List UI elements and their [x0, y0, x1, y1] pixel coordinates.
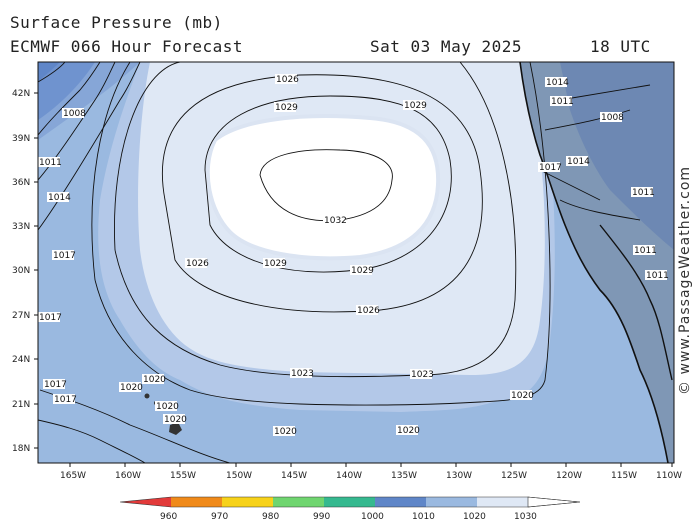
isobar-1020: [91, 62, 551, 406]
colorbar-seg-1020: [426, 497, 477, 507]
contour-label-1011-land-b: 1011: [632, 188, 655, 198]
lon-label-160w: 160W: [115, 471, 141, 481]
isobar-1017: [38, 62, 141, 231]
lat-label-39n: 39N: [12, 134, 30, 144]
isobar-1032: [259, 149, 393, 222]
isobars: [38, 62, 651, 463]
colorbar-tick-1000: 1000: [361, 512, 384, 522]
contour-label-1017-b: 1017: [54, 395, 77, 405]
contour-label-1014: 1014: [48, 193, 71, 203]
contour-label-1020-a: 1020: [143, 375, 166, 385]
colorbar-tick-1030: 1030: [514, 512, 537, 522]
contour-label-1029-right: 1029: [404, 101, 427, 111]
lat-label-18n: 18N: [12, 444, 30, 454]
colorbar-seg-980: [222, 497, 273, 507]
colorbar-seg-1030: [477, 497, 528, 507]
watermark-passageweather: © www.PassageWeather.com: [677, 165, 693, 395]
pressure-fill-1005: [38, 62, 60, 82]
contour-label-1032: 1032: [324, 216, 347, 226]
colorbar-seg-1000: [324, 497, 375, 507]
lat-label-24n: 24N: [12, 355, 30, 365]
lon-label-145w: 145W: [281, 471, 307, 481]
lat-label-30n: 30N: [12, 266, 30, 276]
land-high-terrain: [560, 62, 674, 250]
contour-label-1017-d: 1017: [53, 251, 76, 261]
colorbar-tick-1020: 1020: [463, 512, 486, 522]
pressure-fill-1008: [38, 62, 95, 120]
contour-label-1026-bottom: 1026: [357, 306, 380, 316]
colorbar-seg-990: [273, 497, 324, 507]
colorbar-tick-990: 990: [313, 512, 330, 522]
lon-label-150w: 150W: [226, 471, 252, 481]
map-title: Surface Pressure (mb): [10, 13, 223, 32]
forecast-time: 18 UTC: [590, 37, 651, 56]
contour-label-1020-c: 1020: [156, 402, 179, 412]
contour-label-1023-left: 1023: [291, 369, 314, 379]
lon-label-125w: 125W: [501, 471, 527, 481]
coastline: [519, 62, 669, 463]
colorbar: 960 970 980 990 1000 1010 1020 1030: [119, 496, 581, 522]
contour-label-1017-a: 1017: [44, 380, 67, 390]
contour-label-1020-d: 1020: [164, 415, 187, 425]
lon-label-120w: 120W: [556, 471, 582, 481]
contour-label-1029-top: 1029: [275, 103, 298, 113]
isobar-1017-south: [38, 419, 146, 463]
isobar-1029: [204, 95, 452, 273]
isobar-1008: [38, 62, 66, 83]
longitude-axis: 165W 160W 155W 150W 145W 140W 135W 130W …: [60, 463, 682, 481]
contour-label-1011-land-c: 1011: [634, 246, 657, 256]
map-frame: [37, 61, 675, 464]
lon-label-140w: 140W: [336, 471, 362, 481]
contour-label-1017-c: 1017: [39, 313, 62, 323]
lat-label-21n: 21N: [12, 400, 30, 410]
contour-label-1026-left: 1026: [186, 259, 209, 269]
contour-label-1020-g: 1020: [511, 391, 534, 401]
contour-label-1008-land: 1008: [601, 113, 624, 123]
isobar-1026: [161, 74, 483, 313]
colorbar-tick-1010: 1010: [412, 512, 435, 522]
contour-label-1029-left: 1029: [264, 259, 287, 269]
lat-label-42n: 42N: [12, 89, 30, 99]
contour-label-1014-land-b: 1014: [567, 157, 590, 167]
colorbar-seg-max: [527, 496, 581, 508]
contour-label-1011: 1011: [39, 158, 62, 168]
contour-label-1020-f: 1020: [397, 426, 420, 436]
lon-label-115w: 115W: [611, 471, 637, 481]
colorbar-tick-960: 960: [160, 512, 177, 522]
high-edge: [205, 114, 441, 261]
lon-label-155w: 155W: [170, 471, 196, 481]
contour-label-1020-b: 1020: [120, 383, 143, 393]
contour-label-1029-bottom: 1029: [351, 266, 374, 276]
pressure-fill-high-core: [207, 116, 439, 259]
contour-label-1017-land: 1017: [539, 163, 562, 173]
lon-label-165w: 165W: [60, 471, 86, 481]
lon-label-135w: 135W: [391, 471, 417, 481]
forecast-date: Sat 03 May 2025: [370, 37, 522, 56]
contour-label-1008: 1008: [63, 109, 86, 119]
lat-label-27n: 27N: [12, 311, 30, 321]
colorbar-seg-960: [120, 497, 171, 507]
model-forecast-label: ECMWF 066 Hour Forecast: [10, 37, 244, 56]
contour-label-1011-land-d: 1011: [646, 271, 669, 281]
contour-label-1023-right: 1023: [411, 370, 434, 380]
coastline-gulf: [599, 224, 673, 381]
contour-label-1026-top: 1026: [276, 75, 299, 85]
colorbar-tick-970: 970: [211, 512, 228, 522]
colorbar-seg-970: [171, 497, 222, 507]
contour-label-1011-land-a: 1011: [551, 97, 574, 107]
isobar-1011: [38, 62, 101, 136]
contour-labels: 1032 1029 1029 1029 1029 1026 1026 1026 …: [38, 74, 669, 437]
colorbar-seg-1010: [375, 497, 426, 507]
contour-label-1020-e: 1020: [274, 427, 297, 437]
lon-label-110w: 110W: [656, 471, 682, 481]
lat-label-33n: 33N: [12, 222, 30, 232]
latitude-axis: 42N 39N 36N 33N 30N 27N 24N 21N 18N: [12, 89, 38, 454]
lon-label-130w: 130W: [446, 471, 472, 481]
isobar-land-1: [539, 169, 641, 221]
lat-label-36n: 36N: [12, 178, 30, 188]
colorbar-tick-980: 980: [262, 512, 279, 522]
contour-label-1014-land: 1014: [546, 78, 569, 88]
